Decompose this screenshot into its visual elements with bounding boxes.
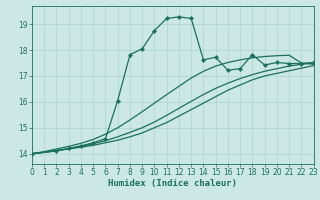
X-axis label: Humidex (Indice chaleur): Humidex (Indice chaleur) bbox=[108, 179, 237, 188]
